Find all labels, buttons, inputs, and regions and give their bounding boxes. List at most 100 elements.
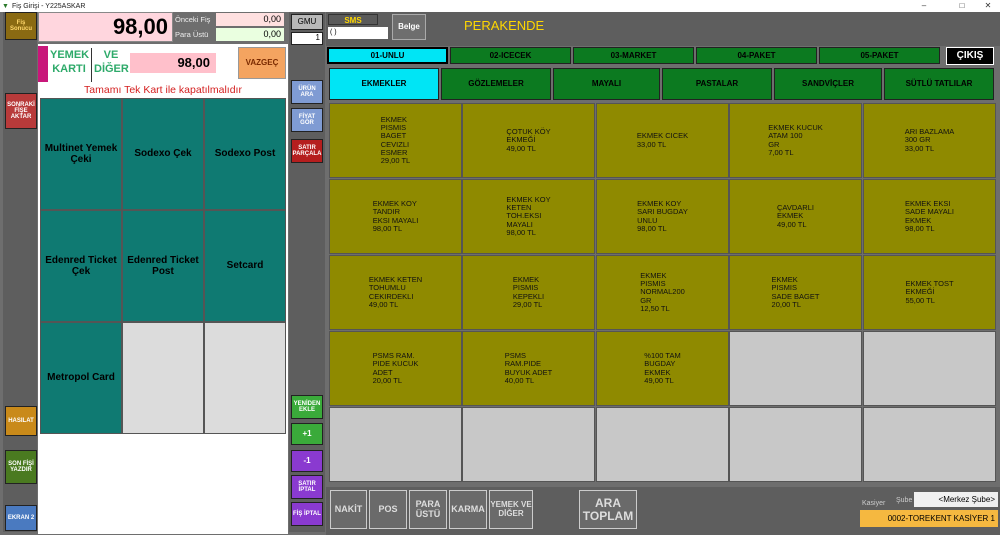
product-tile[interactable]: EKMEK PISMIS SADE BAGET 20,00 TL (729, 255, 862, 330)
karma-button[interactable]: KARMA (449, 490, 487, 529)
onceki-fis-label: Önceki Fiş (175, 15, 211, 24)
subtab-gozlemeler[interactable]: GÖZLEMELER (441, 68, 551, 100)
product-label: EKMEK KOY SARI BUGDAY UNLU 98,00 TL (637, 199, 688, 233)
para-ustu-value: 0,00 (216, 28, 284, 41)
nakit-button[interactable]: NAKİT (330, 490, 367, 529)
product-tile[interactable]: EKMEK KOY TANDIR EKSI MAYALI 98,00 TL (329, 179, 462, 254)
pos-button[interactable]: POS (369, 490, 407, 529)
product-tile-empty[interactable] (729, 407, 862, 482)
product-label: EKMEK KOY TANDIR EKSI MAYALI 98,00 TL (372, 199, 419, 233)
kasiyer-field: 0002-TOREKENT KASİYER 1 (860, 510, 998, 527)
subtab-ekmekler[interactable]: EKMEKLER (329, 68, 439, 100)
product-tile[interactable]: PSMS RAM. PIDE KUCUK ADET 20,00 TL (329, 331, 462, 406)
sms-input[interactable]: ( ) (328, 27, 388, 39)
tab-paket-5[interactable]: 05-PAKET (819, 47, 940, 64)
belge-button[interactable]: Belge (392, 14, 426, 40)
subtab-mayali[interactable]: MAYALI (553, 68, 660, 100)
product-label: EKMEK TOST EKMEĞİ 55,00 TL (905, 279, 954, 305)
product-tile[interactable]: EKMEK CICEK 33,00 TL (596, 103, 729, 178)
app-icon: ▼ (2, 2, 9, 10)
product-tile-empty[interactable] (729, 331, 862, 406)
fiyat-gor-button[interactable]: FİYAT GÖR (291, 108, 323, 132)
ekran2-button[interactable]: EKRAN 2 (5, 505, 37, 531)
para-ustu-button[interactable]: PARA ÜSTÜ (409, 490, 447, 529)
minimize-button[interactable]: – (921, 1, 927, 10)
son-fisi-yazdir-button[interactable]: SON FİŞİ YAZDIR (5, 450, 37, 484)
sube-field: <Merkez Şube> (914, 492, 998, 507)
subtab-pastalar[interactable]: PASTALAR (662, 68, 772, 100)
sonraki-fise-aktar-button[interactable]: SONRAKİ FİŞE AKTAR (5, 93, 37, 129)
urun-ara-button[interactable]: ÜRÜN ARA (291, 80, 323, 104)
product-tile[interactable]: EKMEK TOST EKMEĞİ 55,00 TL (863, 255, 996, 330)
tab-unlu[interactable]: 01-UNLU (327, 47, 448, 64)
subtab-sandvicler[interactable]: SANDVİÇLER (774, 68, 882, 100)
product-tile[interactable]: %100 TAM BUGDAY EKMEK 49,00 TL (596, 331, 729, 406)
product-tile-empty[interactable] (863, 407, 996, 482)
left-button-column: Fiş Sonucu SONRAKİ FİŞE AKTAR HASILAT SO… (3, 12, 37, 532)
product-label: EKMEK PISMIS NORMAL200 GR 12,50 TL (640, 270, 685, 313)
card-metropol[interactable]: Metropol Card (40, 322, 122, 434)
product-tile[interactable]: EKMEK KOY KETEN TOH.EKSI MAYALI 98,00 TL (462, 179, 595, 254)
card-empty[interactable] (204, 322, 286, 434)
satir-iptal-button[interactable]: SATIR İPTAL (291, 475, 323, 499)
yeniden-ekle-button[interactable]: YENİDEN EKLE (291, 395, 323, 419)
gmu-label: GMU (291, 14, 323, 30)
product-tile[interactable]: EKMEK PISMIS NORMAL200 GR 12,50 TL (596, 255, 729, 330)
total-display: 98,00 (38, 12, 173, 42)
card-edenred-ticket-post[interactable]: Edenred Ticket Post (122, 210, 204, 322)
close-button[interactable]: ✕ (984, 1, 992, 10)
satir-parcala-button[interactable]: SATIR PARÇALA (291, 139, 323, 163)
onceki-fis-value: 0,00 (216, 13, 284, 26)
product-label: EKMEK PISMIS KEPEKLI 29,00 TL (512, 275, 545, 309)
payment-panel: YEMEK KARTI VE DİĞER 98,00 VAZGEÇ Tamamı… (38, 44, 288, 534)
card-sodexo-post[interactable]: Sodexo Post (204, 98, 286, 210)
plus-one-button[interactable]: +1 (291, 423, 323, 445)
product-tile[interactable]: EKMEK PISMIS BAGET CEVIZLI ESMER 29,00 T… (329, 103, 462, 178)
ara-toplam-button[interactable]: ARA TOPLAM (579, 490, 637, 529)
product-label: EKMEK PISMIS SADE BAGET 20,00 TL (771, 275, 820, 309)
product-tile-empty[interactable] (863, 331, 996, 406)
product-tile[interactable]: EKMEK KETEN TOHUMLU CEKIRDEKLI 49,00 TL (329, 255, 462, 330)
product-tile[interactable]: ÇAVDARLI EKMEK 49,00 TL (729, 179, 862, 254)
product-label: EKMEK EKSI SADE MAYALI EKMEK 98,00 TL (905, 199, 954, 233)
topbar: SMS ( ) Belge PERAKENDE (326, 12, 1000, 46)
product-tile[interactable]: ÇOTUK KÖY EKMEĞİ 49,00 TL (462, 103, 595, 178)
fis-sonucu-button[interactable]: Fiş Sonucu (5, 12, 37, 40)
payment-amount-input[interactable]: 98,00 (130, 53, 216, 73)
card-setcard[interactable]: Setcard (204, 210, 286, 322)
product-label: EKMEK KUCUK ATAM 100 GR 7,00 TL (768, 123, 823, 157)
gmu-input[interactable]: 1 (291, 32, 323, 45)
card-multinet[interactable]: Multinet Yemek Çeki (40, 98, 122, 210)
minus-one-button[interactable]: -1 (291, 450, 323, 472)
tab-market[interactable]: 03-MARKET (573, 47, 694, 64)
product-tile-empty[interactable] (596, 407, 729, 482)
fis-iptal-button[interactable]: FİŞ İPTAL (291, 502, 323, 526)
card-sodexo-cek[interactable]: Sodexo Çek (122, 98, 204, 210)
accent-bar (38, 46, 48, 82)
product-tile[interactable]: EKMEK PISMIS KEPEKLI 29,00 TL (462, 255, 595, 330)
card-empty[interactable] (122, 322, 204, 434)
cikis-button[interactable]: ÇIKIŞ (946, 47, 994, 65)
product-tile[interactable]: PSMS RAM.PIDE BUYUK ADET 40,00 TL (462, 331, 595, 406)
hasilat-button[interactable]: HASILAT (5, 406, 37, 436)
tab-icecek[interactable]: 02-ICECEK (450, 47, 571, 64)
product-tile-empty[interactable] (462, 407, 595, 482)
product-tile[interactable]: ARI BAZLAMA 300 GR 33,00 TL (863, 103, 996, 178)
card-edenred-ticket-cek[interactable]: Edenred Ticket Çek (40, 210, 122, 322)
window-title: Fiş Girişi - Y225ASKAR (12, 2, 86, 10)
yemek-ve-diger-button[interactable]: YEMEK VE DİĞER (489, 490, 533, 529)
window-titlebar: ▼ Fiş Girişi - Y225ASKAR – □ ✕ (0, 0, 1000, 12)
middle-button-column: GMU 1 ÜRÜN ARA FİYAT GÖR SATIR PARÇALA Y… (289, 12, 325, 532)
product-tile[interactable]: EKMEK KUCUK ATAM 100 GR 7,00 TL (729, 103, 862, 178)
product-tile[interactable]: EKMEK EKSI SADE MAYALI EKMEK 98,00 TL (863, 179, 996, 254)
vazgec-button[interactable]: VAZGEÇ (238, 47, 286, 79)
product-label: EKMEK CICEK 33,00 TL (636, 131, 689, 149)
product-label: EKMEK KOY KETEN TOH.EKSI MAYALI 98,00 TL (506, 194, 551, 237)
product-tile[interactable]: EKMEK KOY SARI BUGDAY UNLU 98,00 TL (596, 179, 729, 254)
card-grid: Multinet Yemek Çeki Sodexo Çek Sodexo Po… (40, 98, 286, 434)
maximize-button[interactable]: □ (959, 1, 965, 10)
subtab-sutlu-tatlilar[interactable]: SÜTLÜ TATLILAR (884, 68, 994, 100)
tab-paket-4[interactable]: 04-PAKET (696, 47, 817, 64)
product-label: EKMEK PISMIS BAGET CEVIZLI ESMER 29,00 T… (380, 114, 411, 165)
product-tile-empty[interactable] (329, 407, 462, 482)
